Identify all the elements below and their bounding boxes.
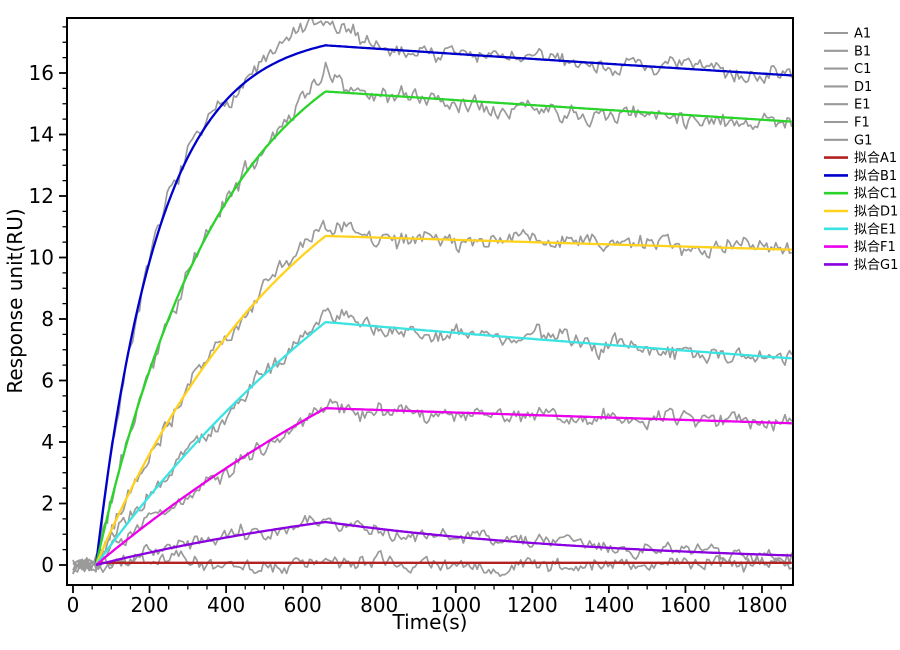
fit-curve-拟合F1 (95, 407, 792, 566)
legend-item-D1: D1 (824, 80, 872, 95)
x-axis-ticks: 0 200 400 600 800 1000 1200 1400 1600 1800 (67, 585, 788, 617)
x-tick-label: 1200 (507, 593, 558, 617)
x-tick-label: 1600 (660, 593, 711, 617)
legend-label: B1 (854, 44, 871, 59)
legend-label: 拟合F1 (854, 240, 896, 255)
raw-trace-D1 (72, 219, 792, 572)
legend-item-拟合D1: 拟合D1 (824, 205, 898, 220)
fit-curve-拟合D1 (94, 234, 792, 566)
y-tick-label: 8 (41, 307, 54, 331)
y-tick-label: 14 (29, 123, 54, 147)
y-tick-label: 10 (29, 246, 54, 270)
x-tick-label: 400 (207, 593, 245, 617)
y-tick-label: 16 (29, 61, 54, 85)
legend-label: G1 (854, 133, 872, 148)
legend-item-F1: F1 (824, 116, 870, 131)
legend-item-C1: C1 (824, 62, 871, 77)
fit-curve-拟合E1 (95, 320, 792, 566)
legend-label: 拟合B1 (854, 169, 897, 184)
legend-label: E1 (854, 98, 871, 113)
legend-label: D1 (854, 80, 872, 95)
x-tick-label: 600 (284, 593, 322, 617)
legend-item-拟合B1: 拟合B1 (824, 169, 897, 184)
y-tick-label: 2 (41, 492, 54, 516)
fit-curve-拟合B1 (94, 44, 792, 566)
y-axis-title: Response unit(RU) (3, 208, 27, 393)
x-tick-label: 1400 (583, 593, 634, 617)
legend-label: F1 (854, 116, 870, 131)
y-tick-label: 0 (41, 553, 54, 577)
y-tick-label: 6 (41, 369, 54, 393)
legend-label: 拟合D1 (854, 205, 898, 220)
legend-label: A1 (854, 27, 871, 42)
plot-frame (66, 17, 794, 586)
fit-curve-拟合G1 (95, 520, 792, 567)
legend-label: 拟合A1 (854, 151, 897, 166)
legend-item-B1: B1 (824, 44, 871, 59)
x-tick-label: 800 (360, 593, 398, 617)
legend-label: 拟合G1 (854, 258, 898, 273)
legend-label: C1 (854, 62, 871, 77)
legend-item-E1: E1 (824, 98, 871, 113)
legend-item-拟合E1: 拟合E1 (824, 222, 897, 237)
legend-item-A1: A1 (824, 27, 871, 42)
legend-item-拟合C1: 拟合C1 (824, 187, 897, 202)
y-tick-label: 12 (29, 184, 54, 208)
fit-curve-拟合C1 (94, 90, 792, 566)
legend-item-拟合G1: 拟合G1 (824, 258, 898, 273)
legend-item-拟合F1: 拟合F1 (824, 240, 896, 255)
legend: A1 B1 C1 D1 E1 F1 G1 拟合A1 拟合B1 拟合C1 拟合D1 拟合E1 拟合F1 拟合… (824, 27, 898, 273)
x-tick-label: 1800 (737, 593, 788, 617)
y-tick-label: 4 (41, 430, 54, 454)
raw-trace-F1 (72, 398, 792, 570)
legend-label: 拟合C1 (854, 187, 897, 202)
legend-item-G1: G1 (824, 133, 872, 148)
raw-trace-C1 (72, 61, 792, 573)
x-tick-label: 200 (130, 593, 168, 617)
curves-layer (72, 19, 792, 578)
y-axis-ticks: 0 2 4 6 8 10 12 14 16 (29, 26, 67, 577)
x-axis-title: Time(s) (392, 610, 468, 634)
x-tick-label: 1000 (430, 593, 481, 617)
x-tick-label: 0 (67, 593, 80, 617)
raw-trace-B1 (72, 19, 792, 575)
legend-item-拟合A1: 拟合A1 (824, 151, 897, 166)
legend-label: 拟合E1 (854, 222, 897, 237)
